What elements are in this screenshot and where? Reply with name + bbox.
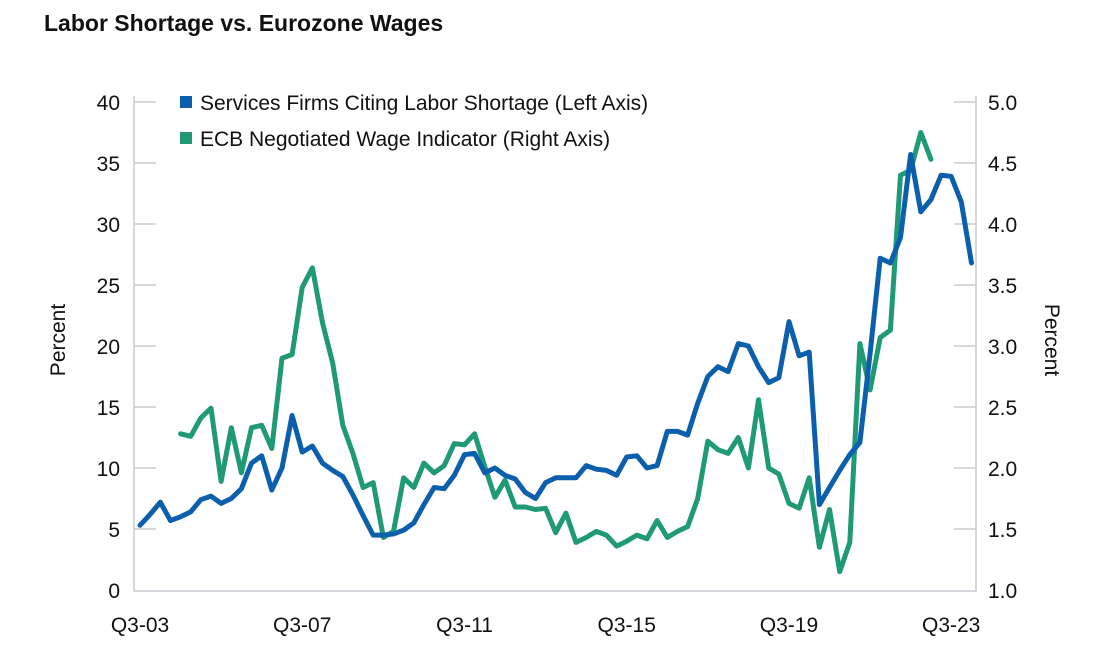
y-tick-label-right: 4.0: [988, 214, 1017, 237]
y-tick-label-left: 35: [97, 153, 120, 176]
chart-title: Labor Shortage vs. Eurozone Wages: [44, 10, 444, 36]
y-tick-label-left: 5: [108, 519, 120, 542]
y-tick-label-left: 20: [97, 336, 120, 359]
y-tick-label-right: 1.5: [988, 519, 1017, 542]
y-tick-label-left: 40: [97, 92, 120, 115]
x-tick-label: Q3-19: [760, 614, 818, 637]
x-tick-label: Q3-11: [436, 614, 493, 637]
y-tick-label-right: 3.0: [988, 336, 1017, 359]
legend: Services Firms Citing Labor Shortage (Le…: [180, 92, 648, 151]
series-line-labor-shortage: [137, 152, 974, 538]
y-tick-label-right: 3.5: [988, 275, 1017, 298]
y-tick-label-left: 15: [97, 397, 120, 420]
y-tick-label-right: 2.5: [988, 397, 1017, 420]
y-tick-label-left: 0: [108, 580, 120, 603]
series-line-wage-indicator: [178, 130, 934, 575]
legend-label-ecb: ECB Negotiated Wage Indicator (Right Axi…: [200, 128, 610, 151]
x-tick-label: Q3-15: [598, 614, 656, 637]
y-tick-label-right: 1.0: [988, 580, 1017, 603]
x-tick-label: Q3-03: [111, 614, 169, 637]
legend-swatch-services: [180, 96, 192, 108]
y-tick-label-right: 2.0: [988, 458, 1017, 481]
y-tick-label-left: 25: [97, 275, 120, 298]
legend-label-services: Services Firms Citing Labor Shortage (Le…: [200, 92, 648, 115]
y-axis-label-left: Percent: [47, 304, 70, 377]
y-axis-label-right: Percent: [1040, 304, 1063, 377]
legend-swatch-ecb: [180, 132, 192, 144]
y-tick-label-left: 30: [97, 214, 120, 237]
x-tick-label: Q3-23: [922, 614, 980, 637]
x-tick-label: Q3-07: [273, 614, 331, 637]
y-tick-label-right: 4.5: [988, 153, 1017, 176]
y-tick-label-left: 10: [97, 458, 120, 481]
y-tick-label-right: 5.0: [988, 92, 1017, 115]
